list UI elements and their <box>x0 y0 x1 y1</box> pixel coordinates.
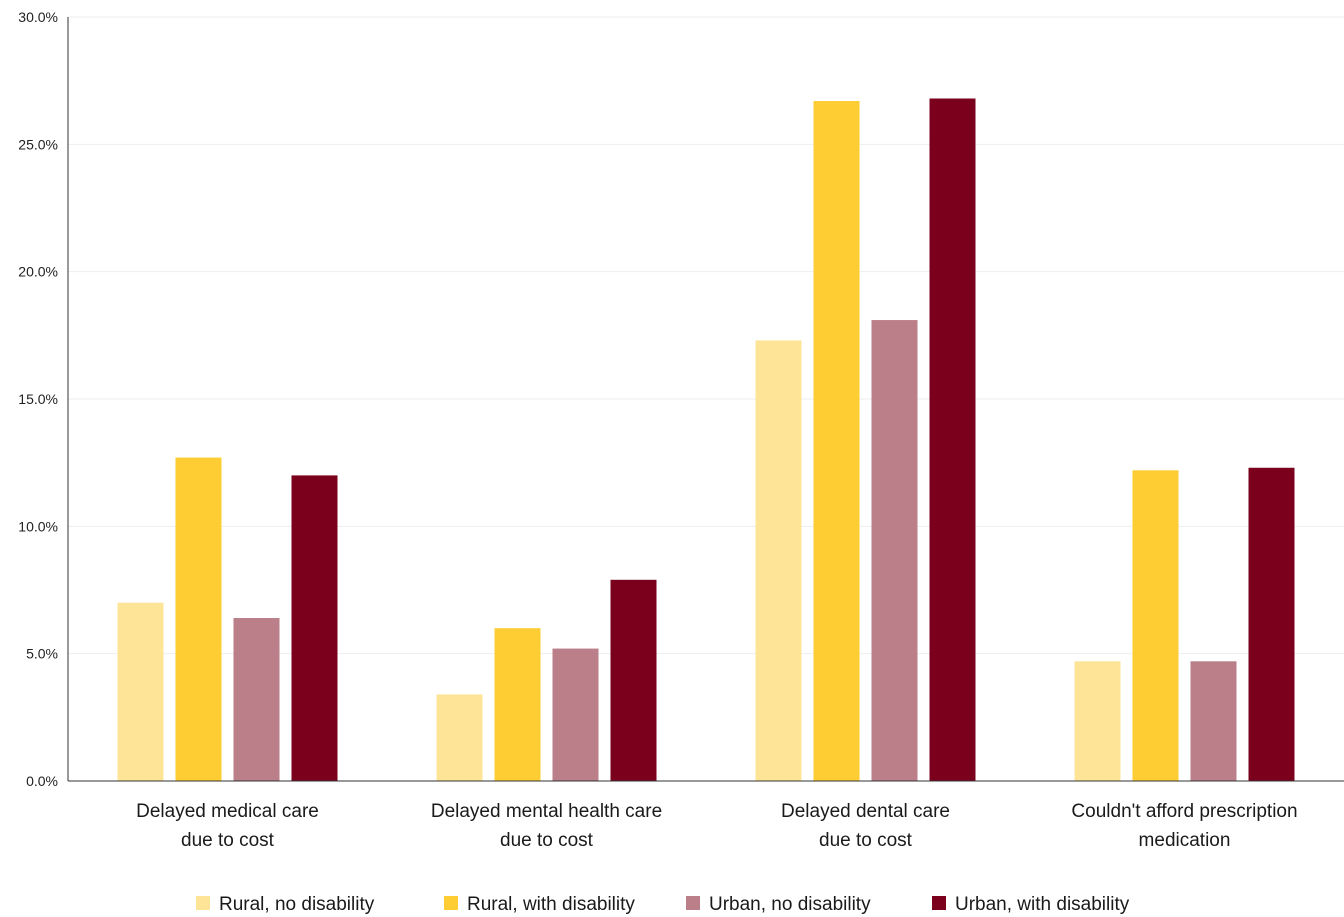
bar <box>871 320 918 781</box>
x-category-label: due to cost <box>181 830 275 851</box>
legend-label: Urban, no disability <box>709 894 871 915</box>
legend-label: Urban, with disability <box>955 894 1130 915</box>
y-axis-tick-labels: 0.0% 5.0% 10.0% 15.0% 20.0% 25.0% 30.0% <box>18 9 58 789</box>
y-tick-label: 10.0% <box>18 518 58 534</box>
bar <box>929 98 976 781</box>
legend-label: Rural, no disability <box>219 894 375 915</box>
legend-swatch <box>196 896 210 910</box>
bars <box>117 98 1295 782</box>
axes <box>67 17 1344 782</box>
bar <box>552 648 599 781</box>
x-category-label: Couldn't afford prescription <box>1071 801 1297 822</box>
legend: Rural, no disability Rural, with disabili… <box>196 894 1130 915</box>
y-tick-label: 30.0% <box>18 9 58 25</box>
x-category-label: medication <box>1139 830 1231 851</box>
x-axis-category-labels: Delayed medical care due to cost Delayed m… <box>136 801 1297 851</box>
bar <box>233 618 280 781</box>
x-category-label: due to cost <box>500 830 594 851</box>
x-category-label: Delayed dental care <box>781 801 950 822</box>
x-category-label: due to cost <box>819 830 913 851</box>
bar <box>755 340 802 781</box>
y-tick-label: 0.0% <box>26 773 58 789</box>
y-tick-label: 20.0% <box>18 264 58 280</box>
y-tick-label: 15.0% <box>18 391 58 407</box>
bar <box>291 475 338 781</box>
gridlines <box>68 16 1344 655</box>
bar <box>610 579 657 781</box>
legend-label: Rural, with disability <box>467 894 635 915</box>
bar <box>1190 661 1237 781</box>
legend-swatch <box>932 896 946 910</box>
bar <box>813 101 860 782</box>
bar <box>494 628 541 781</box>
bar <box>1248 467 1295 781</box>
bar <box>1074 661 1121 781</box>
legend-swatch <box>686 896 700 910</box>
bar <box>175 457 222 781</box>
bar <box>117 602 164 781</box>
bar <box>1132 470 1179 781</box>
bar <box>436 694 483 781</box>
y-tick-label: 5.0% <box>26 646 58 662</box>
x-category-label: Delayed mental health care <box>431 801 662 822</box>
x-category-label: Delayed medical care <box>136 801 319 822</box>
legend-swatch <box>444 896 458 910</box>
y-tick-label: 25.0% <box>18 136 58 152</box>
